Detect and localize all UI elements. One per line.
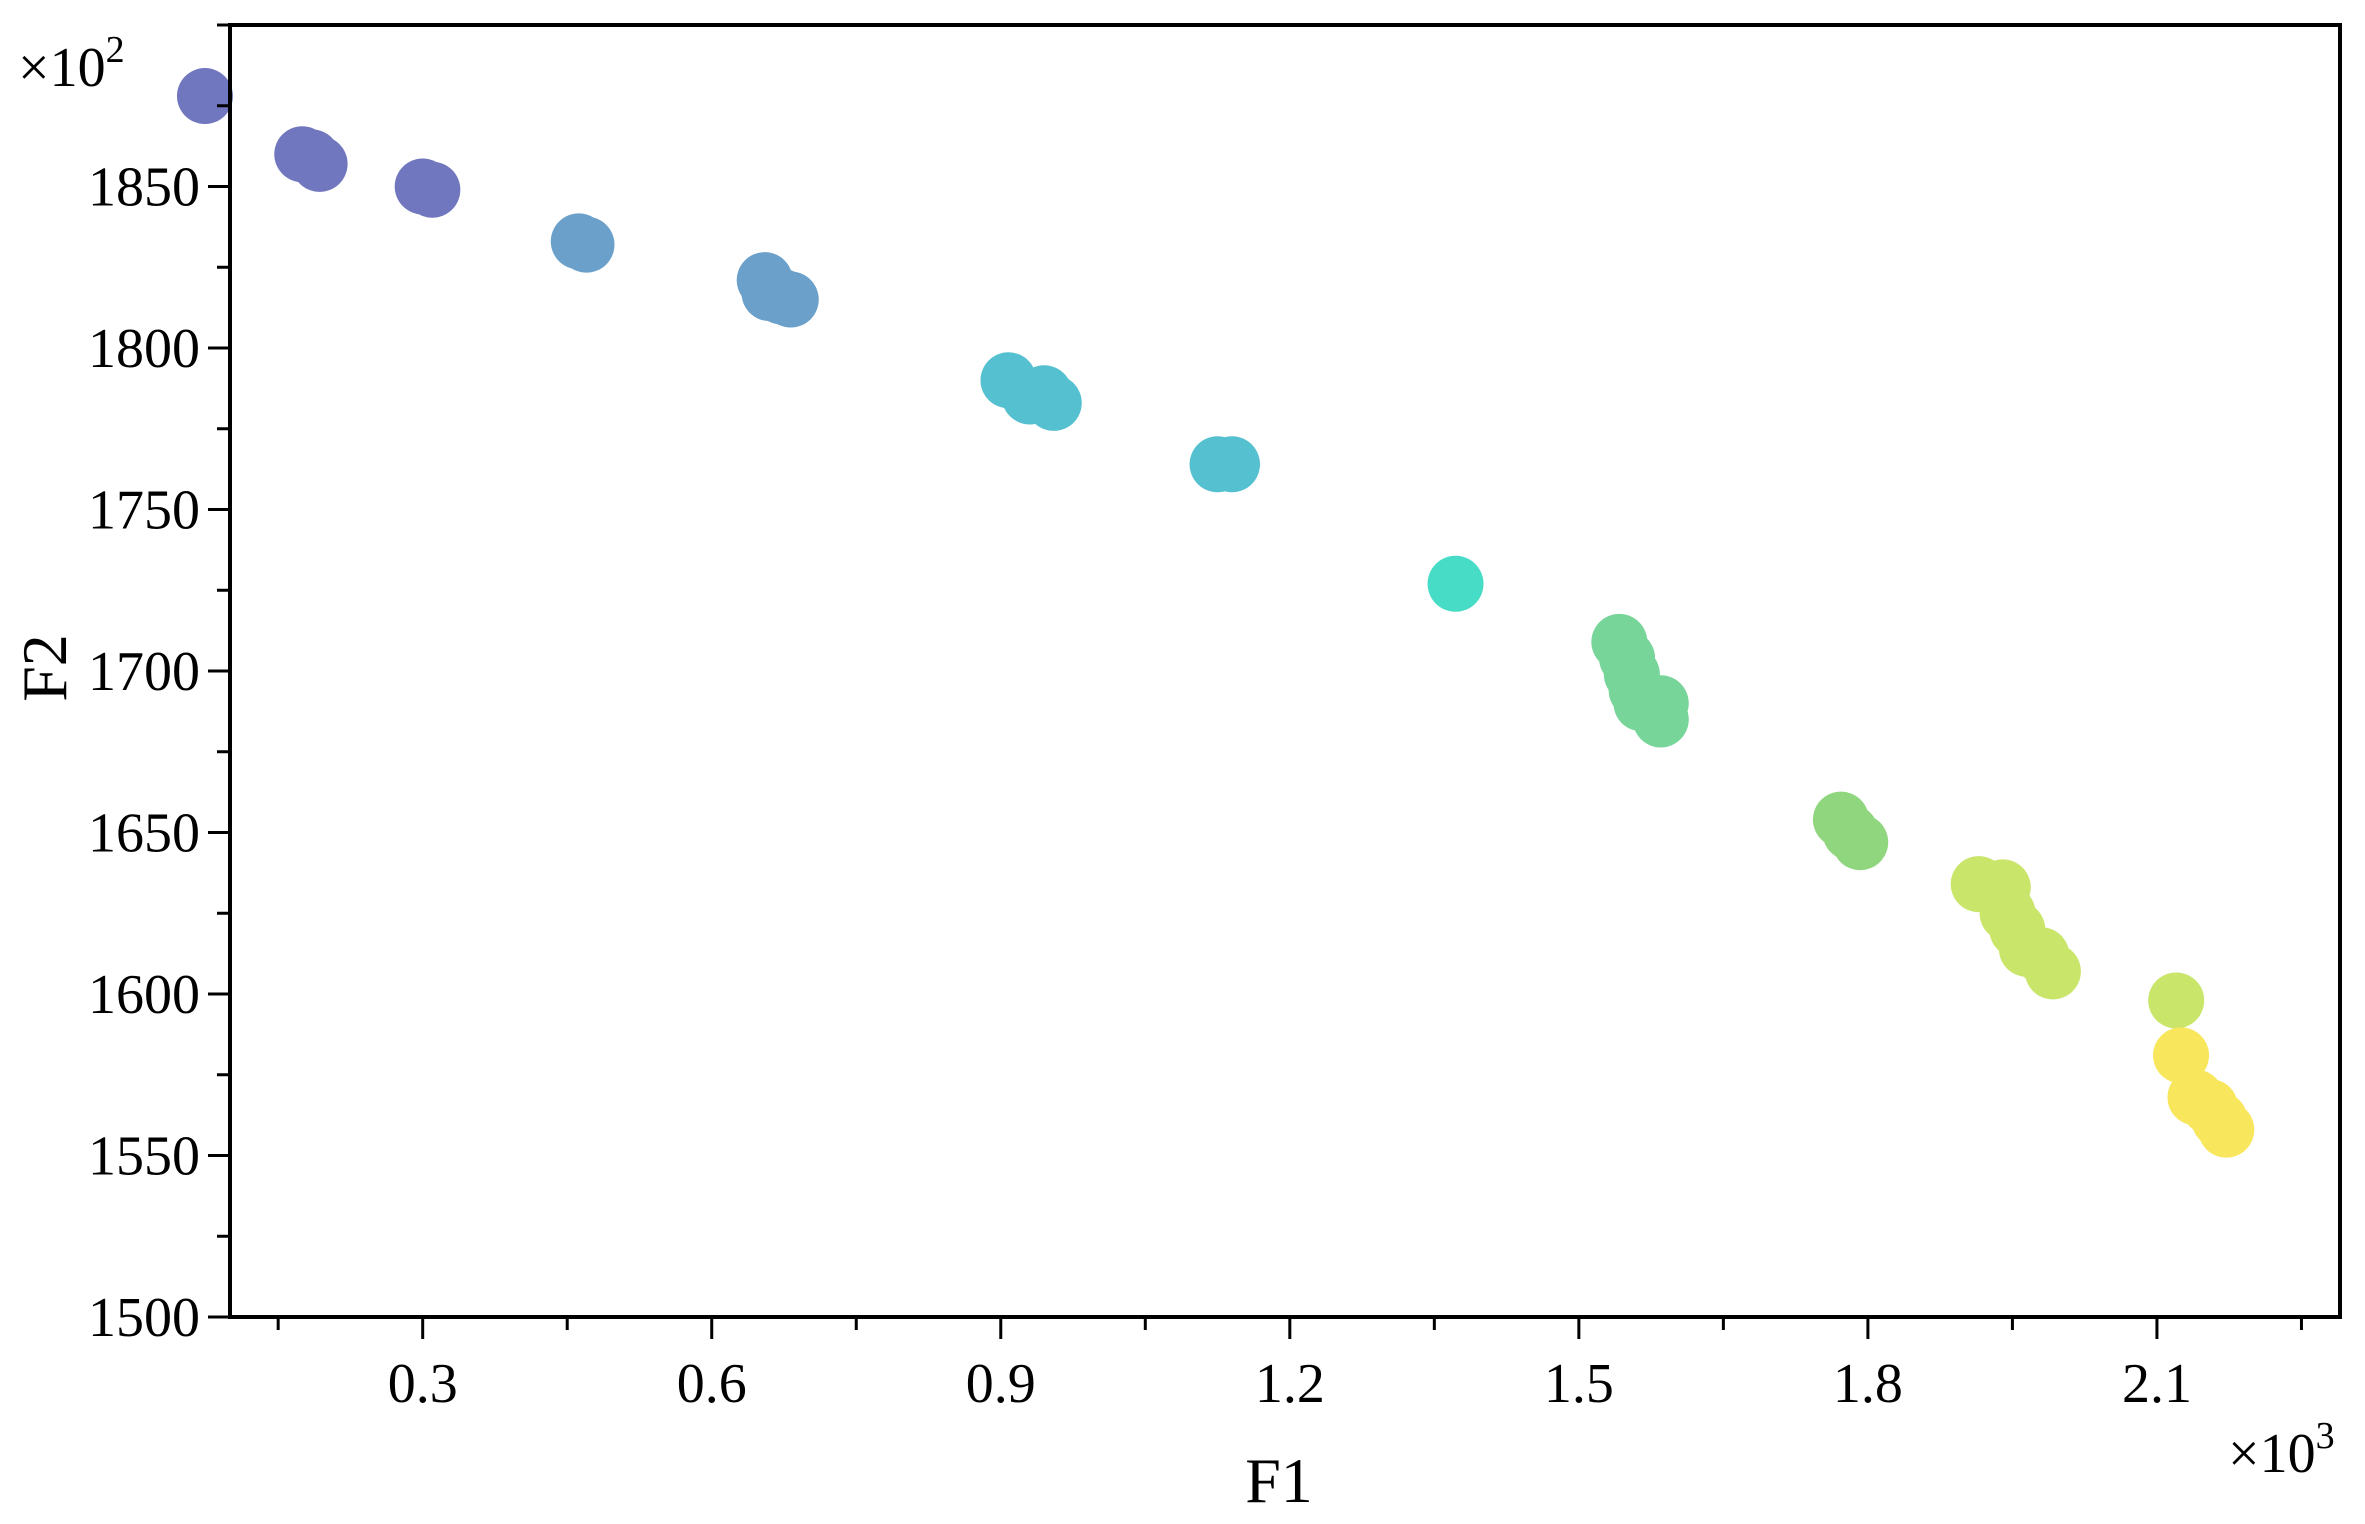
- data-point: [762, 271, 819, 328]
- y-tick-label: 1800: [88, 318, 200, 380]
- y-multiplier-base: ×10: [18, 37, 106, 99]
- y-tick-label: 1750: [88, 480, 200, 542]
- y-tick-label: 1500: [88, 1287, 200, 1349]
- y-tick-label: 1600: [88, 964, 200, 1026]
- data-point: [1632, 691, 1689, 748]
- y-tick-label: 1700: [88, 641, 200, 703]
- x-multiplier-exponent: 3: [2316, 1415, 2335, 1457]
- data-point: [558, 216, 615, 273]
- y-multiplier-exponent: 2: [106, 29, 125, 71]
- x-tick-label: 0.3: [388, 1353, 458, 1415]
- x-tick-label: 1.8: [1833, 1353, 1903, 1415]
- data-point: [2024, 943, 2081, 1000]
- data-point: [1204, 436, 1261, 493]
- data-point: [291, 135, 348, 192]
- data-point: [2148, 972, 2205, 1029]
- data-point: [176, 68, 233, 125]
- x-axis-multiplier: ×103: [2228, 1415, 2335, 1485]
- data-point: [1025, 374, 1082, 431]
- x-axis-title: F1: [1245, 1445, 1313, 1516]
- data-point: [1832, 814, 1889, 871]
- x-tick-label: 1.2: [1255, 1353, 1325, 1415]
- x-multiplier-base: ×10: [2228, 1423, 2316, 1485]
- x-axis-ticks: [276, 1317, 2303, 1339]
- x-axis-tick-labels: 0.3 0.6 0.9 1.2 1.5 1.8 2.1: [388, 1353, 2192, 1415]
- data-point: [1427, 555, 1484, 612]
- data-point: [404, 161, 461, 218]
- y-axis-tick-labels: 1500 1550 1600 1650 1700 1750 1800 1850: [88, 157, 200, 1350]
- y-axis-title: F2: [9, 634, 80, 702]
- data-point: [2198, 1101, 2255, 1158]
- data-points: [176, 68, 2255, 1158]
- y-tick-label: 1850: [88, 157, 200, 219]
- x-tick-label: 1.5: [1544, 1353, 1614, 1415]
- y-axis-ticks: [208, 23, 230, 1319]
- x-tick-label: 0.9: [966, 1353, 1036, 1415]
- x-tick-label: 0.6: [677, 1353, 747, 1415]
- x-tick-label: 2.1: [2122, 1353, 2192, 1415]
- plot-frame: [228, 23, 2342, 1319]
- y-tick-label: 1550: [88, 1126, 200, 1188]
- y-tick-label: 1650: [88, 803, 200, 865]
- y-axis-multiplier: ×102: [18, 29, 125, 99]
